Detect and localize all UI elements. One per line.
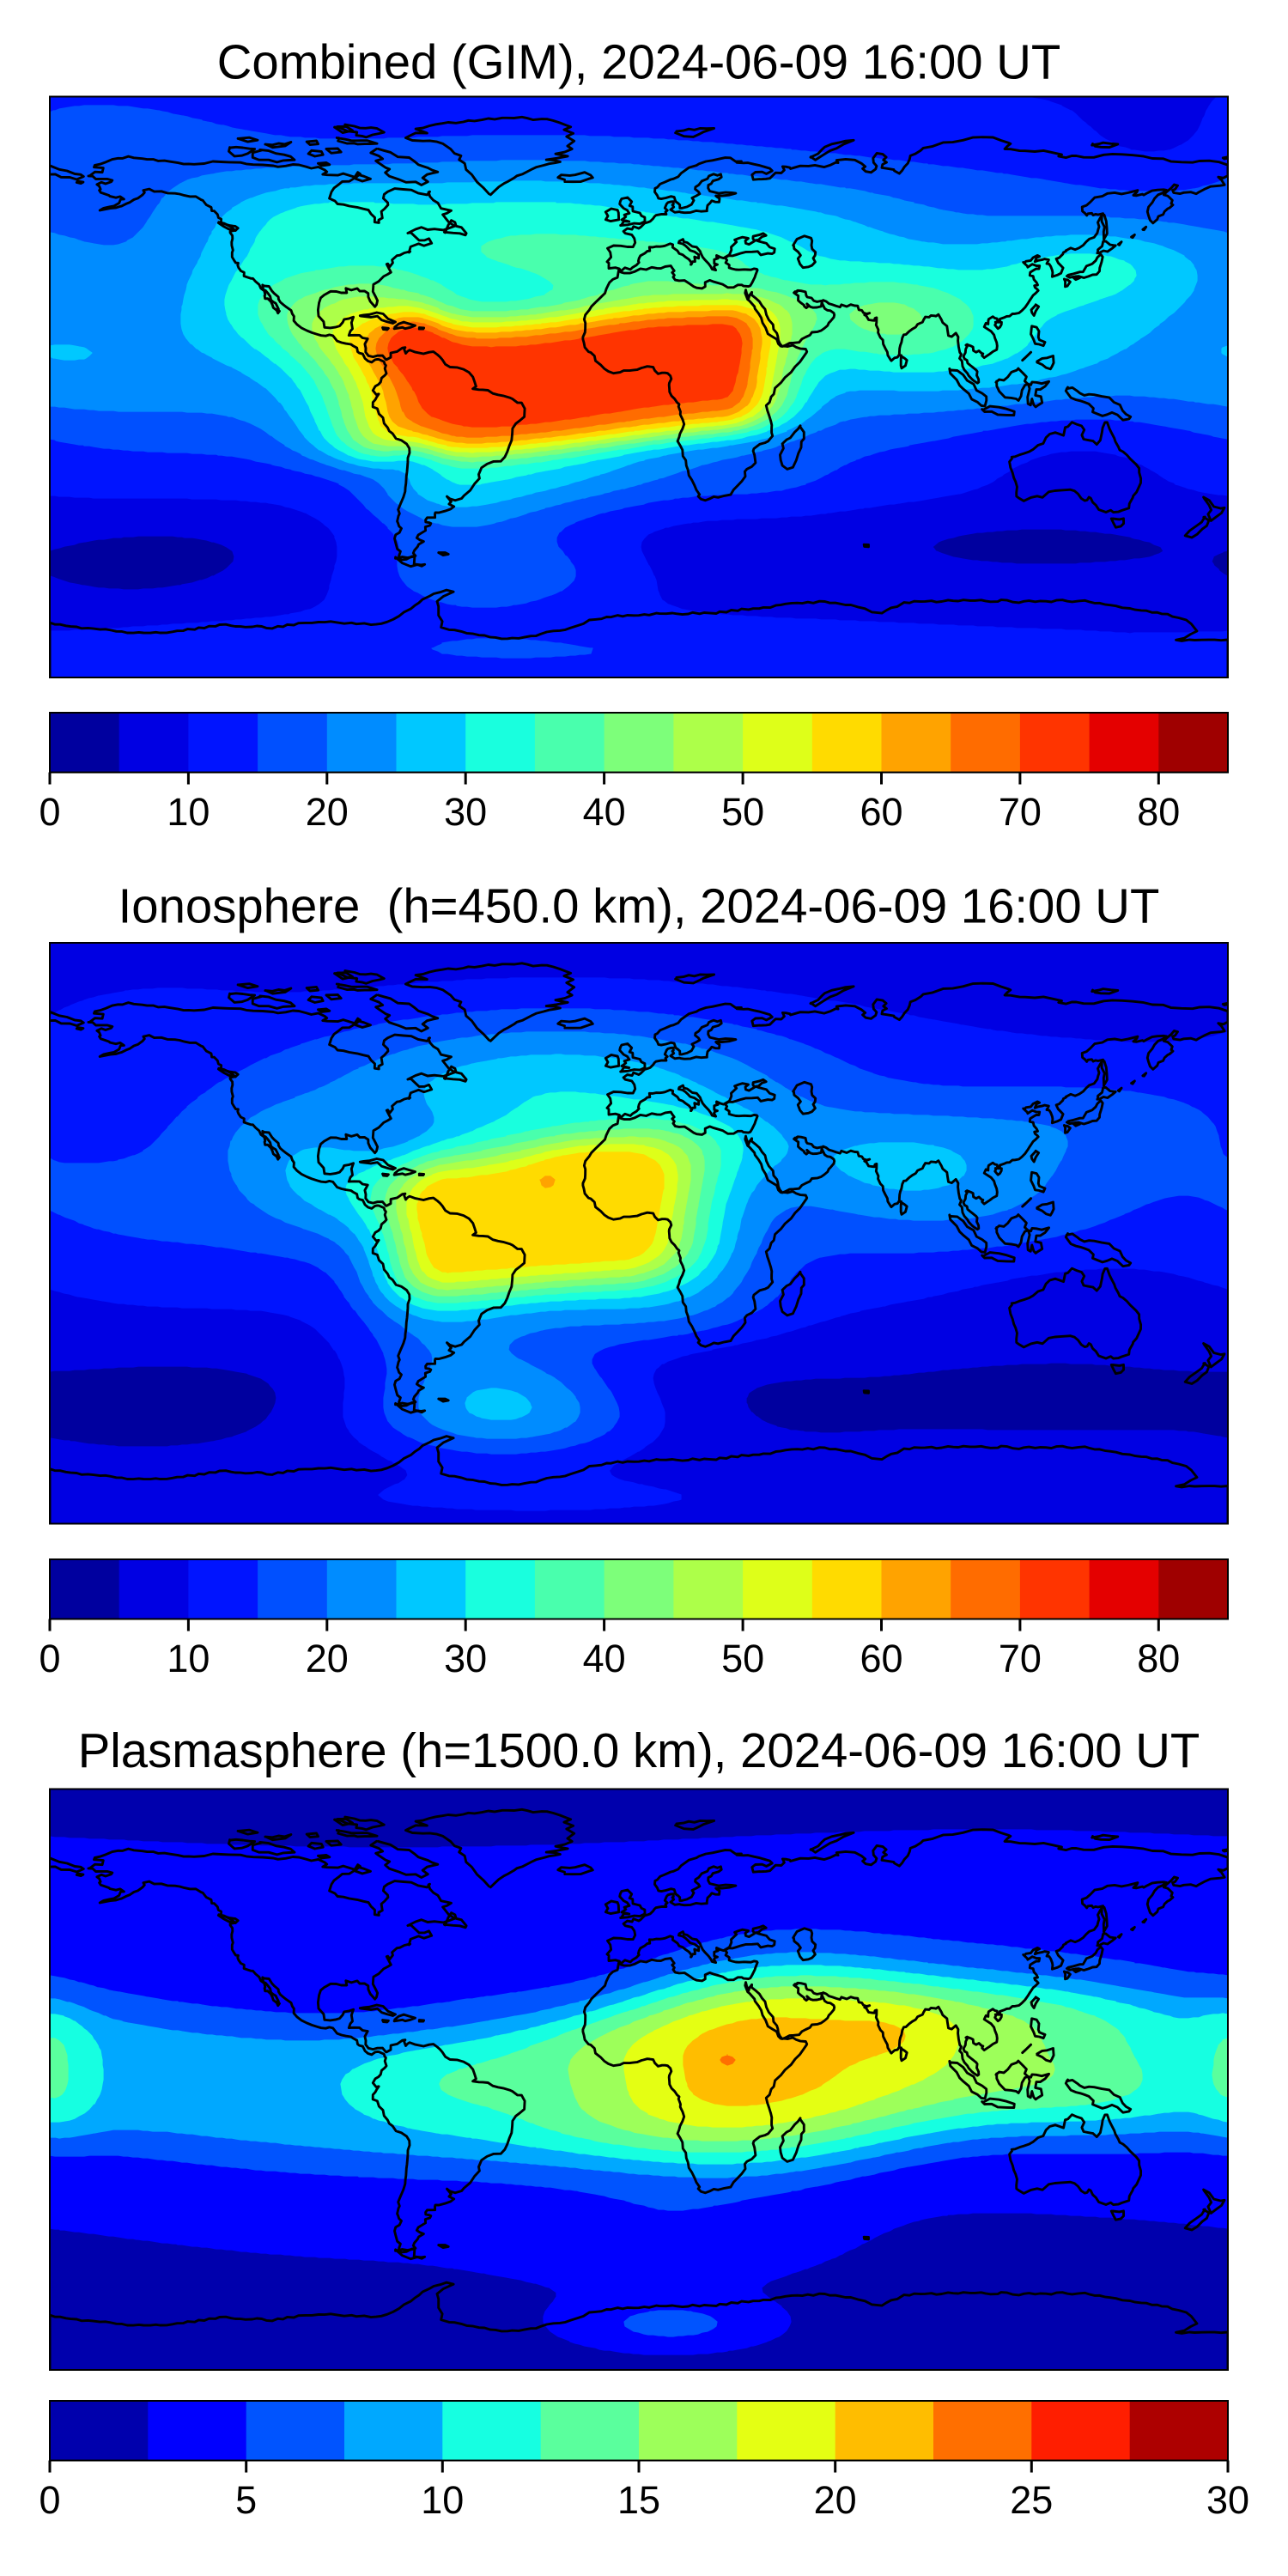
svg-text:40: 40 <box>583 790 626 834</box>
svg-text:80: 80 <box>1137 1637 1180 1680</box>
svg-text:40: 40 <box>583 1637 626 1680</box>
svg-text:70: 70 <box>999 1637 1042 1680</box>
svg-text:60: 60 <box>860 1637 902 1680</box>
svg-text:10: 10 <box>167 790 210 834</box>
svg-text:30: 30 <box>444 790 487 834</box>
svg-text:0: 0 <box>39 790 60 834</box>
svg-text:25: 25 <box>1010 2478 1053 2522</box>
svg-text:Plasmasphere (h=1500.0 km), 20: Plasmasphere (h=1500.0 km), 2024-06-09 1… <box>78 1723 1200 1777</box>
svg-text:20: 20 <box>814 2478 857 2522</box>
svg-text:0: 0 <box>39 2478 60 2522</box>
svg-text:80: 80 <box>1137 790 1180 834</box>
svg-text:10: 10 <box>421 2478 464 2522</box>
svg-text:30: 30 <box>444 1637 487 1680</box>
svg-text:Combined (GIM), 2024-06-09 16:: Combined (GIM), 2024-06-09 16:00 UT <box>217 35 1061 89</box>
svg-text:5: 5 <box>235 2478 257 2522</box>
svg-text:50: 50 <box>721 1637 764 1680</box>
svg-text:20: 20 <box>306 1637 349 1680</box>
svg-text:10: 10 <box>167 1637 210 1680</box>
svg-text:60: 60 <box>860 790 902 834</box>
svg-text:0: 0 <box>39 1637 60 1680</box>
svg-text:70: 70 <box>999 790 1042 834</box>
svg-text:15: 15 <box>617 2478 660 2522</box>
svg-text:50: 50 <box>721 790 764 834</box>
svg-text:30: 30 <box>1206 2478 1249 2522</box>
svg-text:20: 20 <box>306 790 349 834</box>
svg-text:Ionosphere (h=450.0 km), 2024: Ionosphere (h=450.0 km), 2024-06-09 16:0… <box>118 879 1160 933</box>
